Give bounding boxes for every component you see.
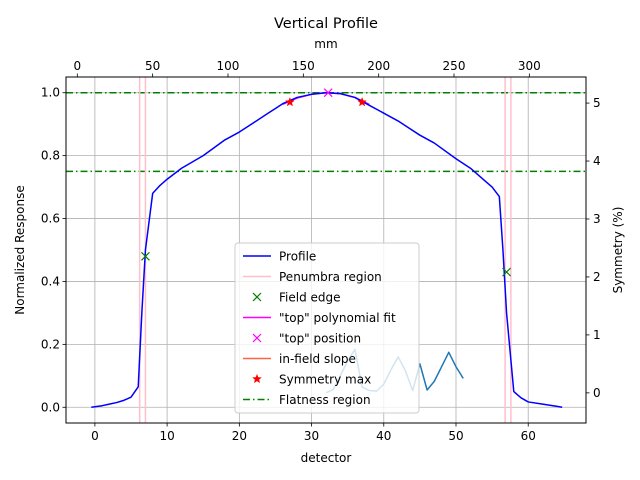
legend-label: Field edge	[279, 291, 341, 305]
x2-tick-label: 250	[443, 59, 466, 73]
y-tick-label: 1.0	[41, 86, 60, 100]
x-tick-label: 10	[159, 429, 174, 443]
y-tick-label: 0.4	[41, 274, 60, 288]
legend-label: Penumbra region	[279, 270, 382, 284]
x2-tick-label: 100	[217, 59, 240, 73]
x-tick-label: 50	[448, 429, 463, 443]
x2-tick-label: 150	[292, 59, 315, 73]
symmetry-max-marker	[284, 96, 295, 107]
legend-swatch-stroke	[252, 333, 262, 343]
top-position-marker	[323, 88, 333, 98]
x-tick-label: 0	[91, 429, 99, 443]
legend-swatch	[252, 333, 262, 343]
x2-tick-label: 0	[73, 59, 81, 73]
legend-swatch-stroke	[252, 292, 262, 302]
legend: Profile Penumbra region Field edge "top" po…	[234, 242, 420, 414]
x-axis-label: detector	[301, 451, 352, 465]
y2-tick-label: 2	[593, 270, 601, 284]
legend-label: Flatness region	[279, 393, 371, 407]
ticks: 0 10 20 30 40 50 600.00.20.40.60.81.00 50 100 150…	[41, 59, 601, 443]
y2-tick-label: 4	[593, 154, 601, 168]
legend-label: Profile	[279, 250, 316, 264]
x2-tick-label: 200	[367, 59, 390, 73]
y-tick-label: 0.0	[41, 400, 60, 414]
x-tick-label: 30	[304, 429, 319, 443]
field-edge-marker-stroke	[502, 267, 511, 277]
legend-label: in-field slope	[279, 352, 356, 366]
y-tick-label: 0.2	[41, 337, 60, 351]
x-tick-label: 40	[376, 429, 391, 443]
top-position-marker-stroke	[323, 88, 333, 98]
x-tick-label: 20	[232, 429, 247, 443]
legend-box	[234, 242, 420, 414]
field-edge-marker	[502, 267, 511, 277]
y2-tick-label: 1	[593, 328, 601, 342]
y2-tick-label: 3	[593, 212, 601, 226]
y2-axis-label: Symmetry (%)	[611, 207, 625, 294]
legend-label: "top" polynomial fit	[279, 311, 396, 325]
x2-tick-label: 300	[518, 59, 541, 73]
y2-tick-label: 0	[593, 386, 601, 400]
y-tick-label: 0.6	[41, 212, 60, 226]
y2-tick-label: 5	[593, 96, 601, 110]
legend-swatch	[252, 373, 262, 384]
chart-title: Vertical Profile	[274, 16, 378, 32]
profile-line	[91, 91, 563, 409]
legend-swatch	[252, 292, 262, 302]
x2-tick-label: 50	[145, 59, 160, 73]
y-tick-label: 0.8	[41, 149, 60, 163]
axes-frame	[65, 76, 587, 424]
field-edge-marker-stroke	[141, 251, 150, 261]
symmetry-max-marker	[357, 96, 368, 107]
x-tick-label: 60	[521, 429, 536, 443]
y-axis-label: Normalized Response	[13, 185, 27, 315]
legend-label: "top" position	[279, 332, 361, 346]
legend-label: Symmetry max	[279, 373, 371, 387]
x2-axis-label: mm	[314, 37, 337, 51]
field-edge-marker	[141, 251, 150, 261]
